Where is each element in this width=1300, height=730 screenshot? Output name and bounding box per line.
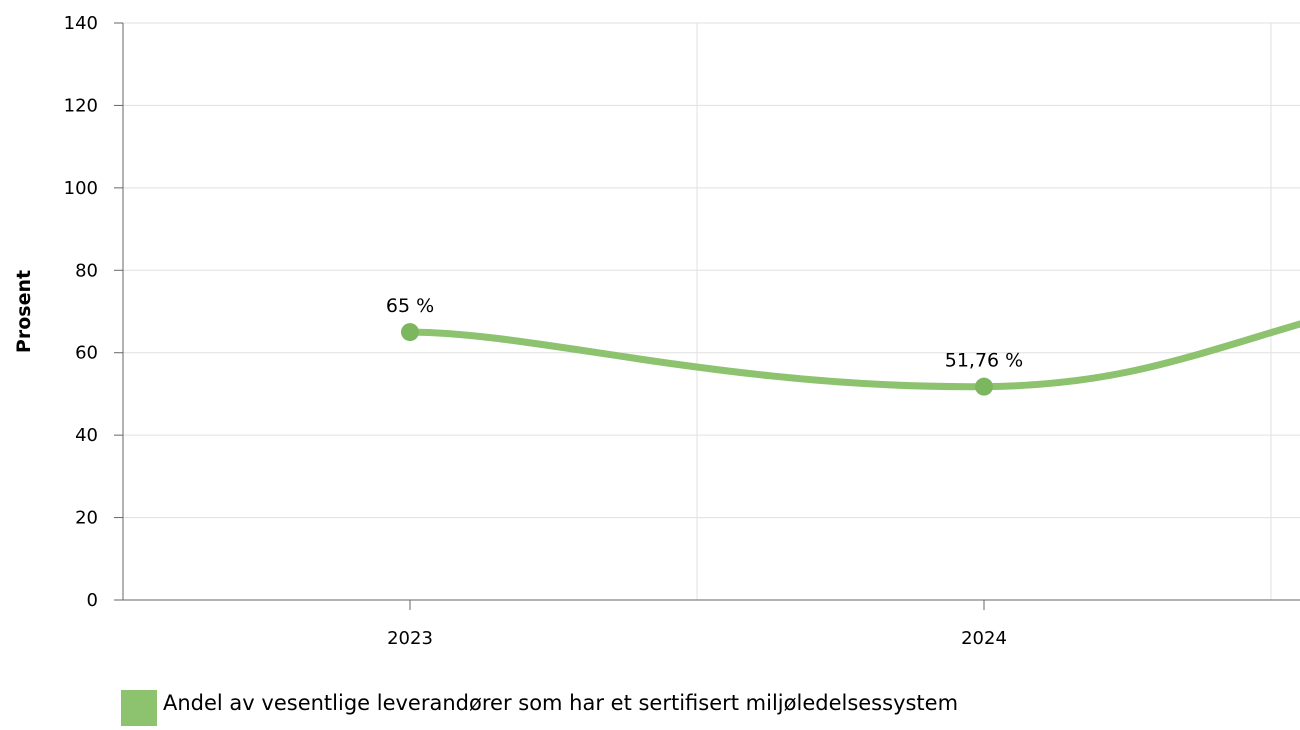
x-tick-label: 2023 — [387, 628, 433, 649]
series-line — [406, 320, 1300, 391]
legend-swatch — [121, 690, 157, 726]
line-chart: 0 20 40 60 80 100 120 140 2023 2024 Prosent 65 %… — [13, 13, 1300, 649]
data-label: 51,76 % — [945, 350, 1024, 372]
data-labels: 65 % 51,76 % — [386, 295, 1023, 372]
y-tick-label: 120 — [64, 95, 98, 116]
axes — [114, 22, 1300, 610]
legend-label: Andel av vesentlige leverandører som har… — [163, 691, 959, 715]
data-point — [401, 323, 419, 342]
x-tick-labels: 2023 2024 — [387, 628, 1007, 649]
gridlines — [123, 22, 1300, 600]
y-tick-label: 100 — [64, 178, 98, 199]
y-tick-label: 60 — [75, 343, 98, 364]
y-tick-label: 140 — [64, 13, 98, 34]
y-tick-label: 0 — [87, 590, 98, 611]
x-tick-label: 2024 — [961, 628, 1007, 649]
y-tick-label: 40 — [75, 425, 98, 446]
data-label: 65 % — [386, 295, 434, 317]
y-axis-title: Prosent — [13, 270, 35, 353]
y-tick-label: 80 — [75, 260, 98, 281]
data-point — [975, 377, 993, 396]
y-tick-labels: 0 20 40 60 80 100 120 140 — [64, 13, 98, 611]
y-tick-label: 20 — [75, 508, 98, 529]
legend[interactable]: Andel av vesentlige leverandører som har… — [121, 690, 958, 730]
series-line-group — [401, 320, 1300, 396]
